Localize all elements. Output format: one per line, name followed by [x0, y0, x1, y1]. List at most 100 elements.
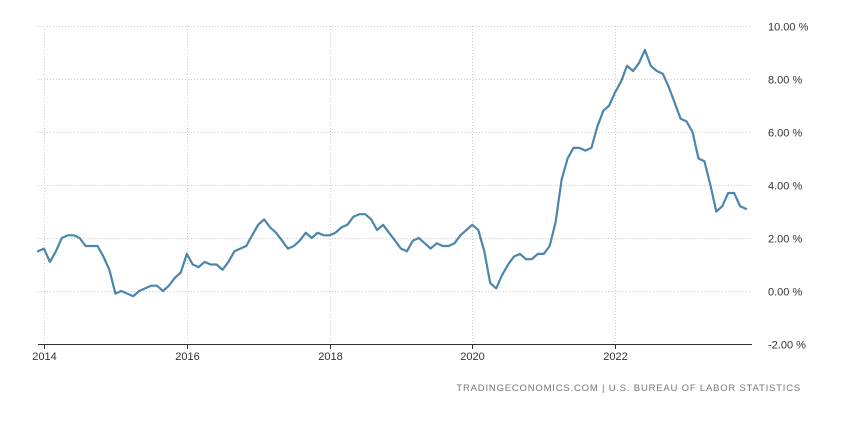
data-point — [73, 234, 75, 236]
data-point — [55, 250, 57, 252]
data-point — [596, 126, 598, 128]
data-point — [418, 237, 420, 239]
data-point — [215, 263, 217, 265]
x-tick-labels: 2014 2016 2018 2020 2022 — [32, 351, 627, 363]
data-point — [531, 258, 533, 260]
data-point — [519, 253, 521, 255]
data-point — [257, 224, 259, 226]
data-point — [186, 253, 188, 255]
data-point — [210, 263, 212, 265]
data-point — [37, 250, 39, 252]
data-point — [513, 255, 515, 257]
data-point — [126, 293, 128, 295]
data-point — [406, 250, 408, 252]
data-point — [680, 118, 682, 120]
data-point — [668, 86, 670, 88]
data-point — [227, 261, 229, 263]
data-point — [144, 287, 146, 289]
data-point — [572, 147, 574, 149]
data-point — [168, 285, 170, 287]
data-point — [275, 232, 277, 234]
data-point — [340, 226, 342, 228]
data-point — [543, 253, 545, 255]
data-point — [477, 229, 479, 231]
y-tick-label: 10.00 % — [768, 22, 809, 34]
data-point — [602, 110, 604, 112]
data-point — [388, 232, 390, 234]
data-point — [489, 282, 491, 284]
y-axis: 10.00 % 8.00 % 6.00 % 4.00 % 2.00 % 0.00 % -2.… — [768, 22, 809, 352]
data-point — [311, 237, 313, 239]
data-point — [424, 242, 426, 244]
data-point — [650, 65, 652, 67]
data-point — [90, 245, 92, 247]
data-point — [442, 245, 444, 247]
data-point — [174, 277, 176, 279]
data-point — [638, 62, 640, 64]
data-point — [430, 248, 432, 250]
data-point — [620, 81, 622, 83]
y-tick-label: 6.00 % — [768, 128, 802, 140]
data-point — [703, 160, 705, 162]
data-point — [507, 263, 509, 265]
data-point — [251, 234, 253, 236]
data-point — [567, 157, 569, 159]
data-point — [656, 70, 658, 72]
data-point — [281, 240, 283, 242]
y-tick-label: 2.00 % — [768, 234, 802, 246]
data-point — [96, 245, 98, 247]
data-point — [221, 269, 223, 271]
data-point — [525, 258, 527, 260]
data-point — [346, 224, 348, 226]
data-point — [436, 242, 438, 244]
data-point — [614, 91, 616, 93]
y-tick-label: 4.00 % — [768, 181, 802, 193]
data-point — [233, 250, 235, 252]
data-point — [352, 216, 354, 218]
data-point — [549, 245, 551, 247]
data-point — [49, 261, 51, 263]
x-tick-label: 2020 — [460, 351, 484, 363]
data-point — [453, 242, 455, 244]
data-point — [317, 232, 319, 234]
data-point — [501, 274, 503, 276]
data-point — [150, 285, 152, 287]
data-point — [400, 248, 402, 250]
y-tick-label: 8.00 % — [768, 75, 802, 87]
data-point — [102, 255, 104, 257]
data-point — [364, 213, 366, 215]
data-point — [483, 250, 485, 252]
data-point — [626, 65, 628, 67]
data-point — [471, 224, 473, 226]
x-tick-label: 2016 — [175, 351, 199, 363]
data-point — [329, 234, 331, 236]
data-point — [632, 70, 634, 72]
data-point — [67, 234, 69, 236]
x-tick-label: 2014 — [32, 351, 56, 363]
data-point — [721, 205, 723, 207]
data-point — [394, 240, 396, 242]
data-point — [685, 120, 687, 122]
data-point — [370, 218, 372, 220]
series-layer — [36, 48, 748, 298]
data-point — [697, 157, 699, 159]
data-point — [715, 210, 717, 212]
data-point — [608, 104, 610, 106]
data-point — [358, 213, 360, 215]
data-point — [263, 218, 265, 220]
data-point — [674, 102, 676, 104]
data-point — [287, 248, 289, 250]
data-point — [662, 73, 664, 75]
data-point — [323, 234, 325, 236]
grid-lines — [38, 26, 752, 344]
data-point — [108, 269, 110, 271]
data-point — [239, 248, 241, 250]
data-point — [85, 245, 87, 247]
data-point — [465, 229, 467, 231]
data-point — [43, 248, 45, 250]
data-point — [578, 147, 580, 149]
data-point — [644, 49, 646, 51]
data-point — [192, 263, 194, 265]
data-point — [555, 221, 557, 223]
data-point — [120, 290, 122, 292]
